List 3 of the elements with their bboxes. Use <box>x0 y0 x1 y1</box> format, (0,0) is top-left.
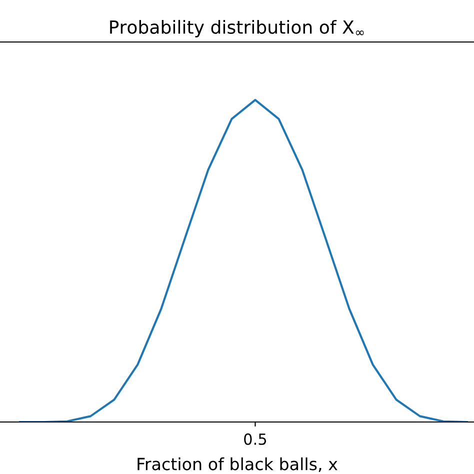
text: 0.5 <box>244 433 266 445</box>
x-axis-title: Fraction of black balls, x <box>138 457 338 472</box>
chart-title: Probability distribution of X$_{∞}$ <box>110 20 364 38</box>
